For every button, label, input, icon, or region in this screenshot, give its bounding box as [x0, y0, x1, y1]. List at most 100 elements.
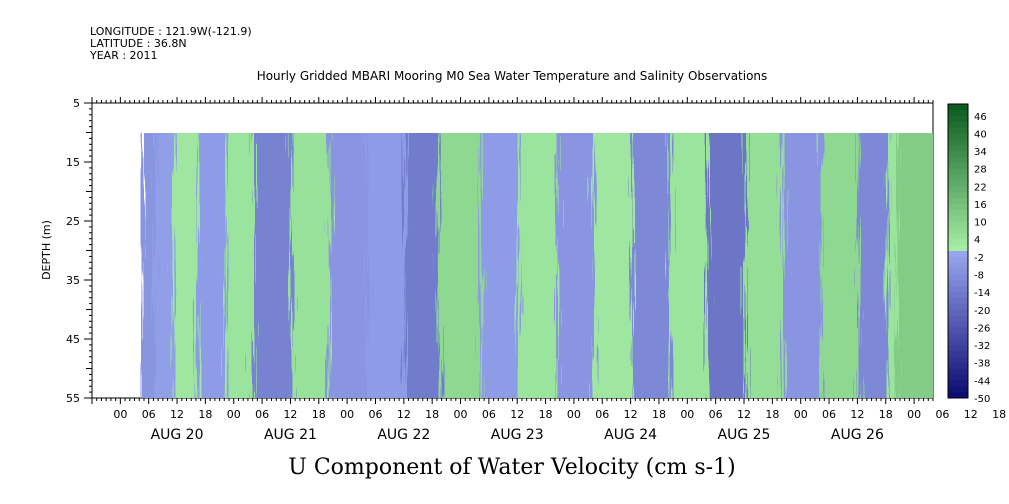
x-day-label: AUG 20 — [151, 427, 204, 443]
y-tick-label: 45 — [66, 333, 80, 346]
x-tick-label: 18 — [425, 408, 439, 421]
longitude-label: LONGITUDE : 121.9W(-121.9) — [90, 25, 252, 38]
colorbar-swatch — [948, 145, 968, 152]
x-tick-label: 06 — [142, 408, 156, 421]
y-tick-label: 55 — [66, 392, 80, 405]
colorbar-swatch — [948, 321, 968, 328]
x-tick-label: 00 — [907, 408, 921, 421]
x-tick-label: 00 — [794, 408, 808, 421]
colorbar-swatch — [948, 392, 968, 399]
colorbar-tick-label: -2 — [974, 253, 984, 264]
colorbar-swatch — [948, 292, 968, 299]
x-day-label: AUG 26 — [831, 427, 884, 443]
colorbar-swatch — [948, 151, 968, 158]
x-tick-label: 00 — [680, 408, 694, 421]
colorbar-swatch — [948, 368, 968, 375]
colorbar-tick-label: 10 — [974, 218, 987, 229]
x-tick-label: 12 — [850, 408, 864, 421]
colorbar-swatch — [948, 186, 968, 193]
colorbar-swatch — [948, 245, 968, 252]
colorbar-swatch — [948, 133, 968, 140]
colorbar-tick-label: -8 — [974, 271, 984, 282]
x-tick-label: 12 — [397, 408, 411, 421]
colorbar-swatch — [948, 162, 968, 170]
x-tick-label: 00 — [227, 408, 241, 421]
y-tick-label: 35 — [66, 274, 80, 287]
colorbar-swatch — [948, 268, 968, 276]
x-tick-label: 18 — [198, 408, 212, 421]
x-tick-label: 12 — [510, 408, 524, 421]
y-axis: 5 15 25 35 45 55 — [66, 97, 92, 405]
colorbar-swatch — [948, 309, 968, 317]
colorbar-swatch — [948, 386, 968, 393]
colorbar-swatch — [948, 115, 968, 123]
x-tick-label: 06 — [935, 408, 949, 421]
colorbar-frame — [947, 103, 969, 399]
colorbar-swatch — [948, 227, 968, 234]
colorbar-tick-label: -26 — [974, 323, 990, 334]
colorbar-tick-label: 34 — [974, 147, 987, 158]
x-tick-label: 12 — [283, 408, 297, 421]
y-tick-label: 15 — [66, 156, 80, 169]
colorbar-swatch — [948, 180, 968, 187]
colorbar-swatch — [948, 303, 968, 311]
colorbar-swatch — [948, 256, 968, 264]
colorbar-swatch — [948, 215, 968, 223]
x-tick-label: 18 — [765, 408, 779, 421]
colorbar-swatch — [948, 315, 968, 323]
colorbar-tick-label: 16 — [974, 200, 987, 211]
x-tick-label: 06 — [595, 408, 609, 421]
colorbar-swatch — [948, 362, 968, 370]
colorbar-swatch — [948, 333, 968, 340]
x-tick-label: 00 — [113, 408, 127, 421]
year-label: YEAR : 2011 — [89, 49, 158, 62]
colorbar-swatch — [948, 127, 968, 134]
x-tick-label: 18 — [879, 408, 893, 421]
colorbar-swatch — [948, 174, 968, 181]
colorbar-swatch — [948, 139, 968, 146]
x-day-label: AUG 23 — [491, 427, 544, 443]
x-tick-label: 06 — [368, 408, 382, 421]
colorbar-swatch — [948, 121, 968, 129]
colorbar-swatch — [948, 345, 968, 352]
x-day-label: AUG 25 — [718, 427, 771, 443]
y-tick-label: 5 — [73, 97, 80, 110]
colorbar-tick-label: 28 — [974, 165, 987, 176]
colorbar-tick-label: 46 — [974, 112, 987, 123]
colorbar-swatch — [948, 109, 968, 117]
colorbar-tick-label: -38 — [974, 359, 990, 370]
colorbar-tick-label: -20 — [974, 306, 990, 317]
x-tick-label: 18 — [312, 408, 326, 421]
colorbar-swatch — [948, 374, 968, 381]
colorbar-swatch — [948, 233, 968, 240]
x-axis: 00 06 12 18 00 06 12 18 00 06 12 18 00 06 12 18 00 06 12 18… — [91, 97, 1006, 443]
x-tick-label: 12 — [170, 408, 184, 421]
colorbar-swatch — [948, 221, 968, 228]
x-day-label: AUG 24 — [604, 427, 657, 443]
colorbar-swatch — [948, 280, 968, 287]
colorbar-tick-label: 40 — [974, 129, 987, 140]
colorbar-swatch — [948, 380, 968, 387]
x-axis-label: U Component of Water Velocity (cm s-1) — [288, 455, 735, 480]
x-tick-label: 12 — [737, 408, 751, 421]
x-day-label: AUG 21 — [264, 427, 317, 443]
x-tick-label: 06 — [822, 408, 836, 421]
heatmap-band — [896, 133, 933, 398]
colorbar-swatch — [948, 209, 968, 217]
colorbar-swatch — [948, 286, 968, 293]
colorbar-swatch — [948, 356, 968, 364]
colorbar-swatch — [948, 192, 968, 199]
colorbar-tick-label: -14 — [974, 288, 990, 299]
x-tick-label: 18 — [539, 408, 553, 421]
colorbar-swatch — [948, 339, 968, 346]
y-tick-label: 25 — [66, 215, 80, 228]
colorbar-swatch — [948, 298, 968, 305]
chart-title: Hourly Gridded MBARI Mooring M0 Sea Wate… — [257, 69, 768, 83]
x-tick-label: 18 — [992, 408, 1006, 421]
x-tick-label: 12 — [624, 408, 638, 421]
latitude-label: LATITUDE : 36.8N — [90, 37, 187, 50]
colorbar-swatch — [948, 350, 968, 358]
colorbar-swatch — [948, 262, 968, 270]
colorbar-swatch — [948, 198, 968, 205]
